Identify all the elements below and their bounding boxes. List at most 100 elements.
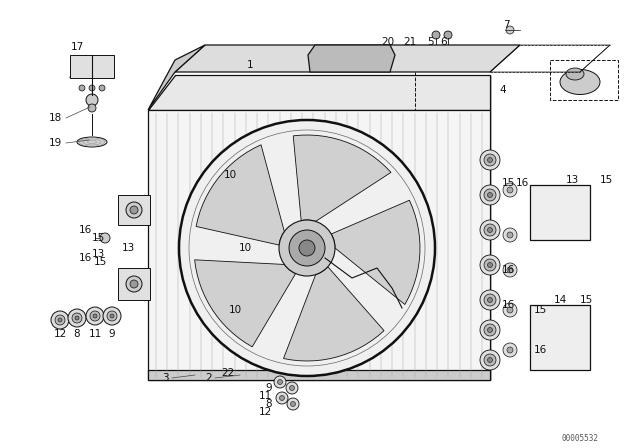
Circle shape [480, 290, 500, 310]
Circle shape [484, 189, 496, 201]
Text: 15: 15 [501, 178, 515, 188]
Polygon shape [332, 200, 420, 305]
Circle shape [444, 31, 452, 39]
Circle shape [507, 347, 513, 353]
Circle shape [130, 206, 138, 214]
Polygon shape [148, 45, 205, 110]
Text: 21: 21 [403, 37, 417, 47]
Circle shape [480, 220, 500, 240]
Circle shape [432, 31, 440, 39]
Polygon shape [293, 135, 391, 221]
Circle shape [89, 85, 95, 91]
Circle shape [100, 233, 110, 243]
Text: 6: 6 [441, 37, 447, 47]
Text: 16: 16 [78, 253, 92, 263]
Text: 1: 1 [246, 60, 253, 70]
Text: 9: 9 [109, 329, 115, 339]
Text: 17: 17 [70, 42, 84, 52]
Circle shape [480, 150, 500, 170]
Circle shape [432, 48, 440, 56]
Circle shape [507, 267, 513, 273]
Text: 5: 5 [428, 37, 435, 47]
Polygon shape [118, 195, 150, 225]
Text: 15: 15 [580, 295, 593, 305]
Ellipse shape [77, 137, 107, 147]
Circle shape [484, 224, 496, 236]
Circle shape [503, 228, 517, 242]
Circle shape [484, 294, 496, 306]
Text: 13: 13 [565, 175, 579, 185]
Circle shape [88, 104, 96, 112]
Circle shape [280, 396, 285, 401]
Circle shape [287, 398, 299, 410]
Text: 10: 10 [223, 170, 237, 180]
Circle shape [179, 120, 435, 376]
Text: 11: 11 [88, 329, 102, 339]
Circle shape [86, 307, 104, 325]
Circle shape [51, 311, 69, 329]
Text: 18: 18 [49, 113, 62, 123]
Text: 10: 10 [228, 305, 241, 315]
Circle shape [126, 276, 142, 292]
Circle shape [488, 358, 493, 362]
Circle shape [484, 259, 496, 271]
Polygon shape [148, 75, 490, 110]
Text: 13: 13 [122, 243, 134, 253]
Circle shape [488, 263, 493, 267]
Text: 2: 2 [205, 373, 212, 383]
Polygon shape [530, 185, 590, 240]
Polygon shape [175, 45, 520, 72]
Circle shape [278, 379, 282, 384]
Circle shape [484, 354, 496, 366]
Text: 8: 8 [74, 329, 80, 339]
Circle shape [488, 158, 493, 163]
Polygon shape [308, 45, 395, 72]
Circle shape [274, 376, 286, 388]
Text: 00005532: 00005532 [561, 434, 598, 443]
Circle shape [503, 343, 517, 357]
Circle shape [503, 263, 517, 277]
Circle shape [93, 314, 97, 318]
Polygon shape [148, 370, 490, 380]
Circle shape [126, 202, 142, 218]
Circle shape [506, 26, 514, 34]
Text: 13: 13 [92, 249, 105, 259]
Circle shape [58, 318, 62, 322]
Text: 10: 10 [239, 243, 252, 253]
Circle shape [480, 320, 500, 340]
Text: 8: 8 [266, 399, 272, 409]
Circle shape [480, 185, 500, 205]
Text: 7: 7 [502, 20, 509, 30]
Circle shape [68, 309, 86, 327]
Circle shape [72, 313, 82, 323]
Circle shape [480, 255, 500, 275]
Circle shape [289, 230, 325, 266]
Circle shape [107, 311, 117, 321]
Polygon shape [196, 145, 284, 245]
Circle shape [488, 327, 493, 332]
Circle shape [103, 307, 121, 325]
Polygon shape [284, 267, 384, 361]
Circle shape [79, 85, 85, 91]
Circle shape [488, 297, 493, 302]
Circle shape [488, 228, 493, 233]
Circle shape [291, 401, 296, 406]
Circle shape [553, 330, 567, 344]
Circle shape [484, 154, 496, 166]
Circle shape [75, 316, 79, 320]
Text: 4: 4 [500, 85, 506, 95]
Circle shape [444, 48, 452, 56]
Text: 14: 14 [554, 295, 566, 305]
Text: 15: 15 [533, 305, 547, 315]
Polygon shape [118, 268, 150, 300]
Circle shape [507, 307, 513, 313]
Polygon shape [530, 305, 590, 370]
Circle shape [90, 311, 100, 321]
Text: 16: 16 [533, 345, 547, 355]
Circle shape [86, 94, 98, 106]
Text: 16: 16 [501, 300, 515, 310]
Text: 15: 15 [92, 233, 105, 243]
Circle shape [488, 193, 493, 198]
Circle shape [299, 240, 315, 256]
Ellipse shape [560, 69, 600, 95]
